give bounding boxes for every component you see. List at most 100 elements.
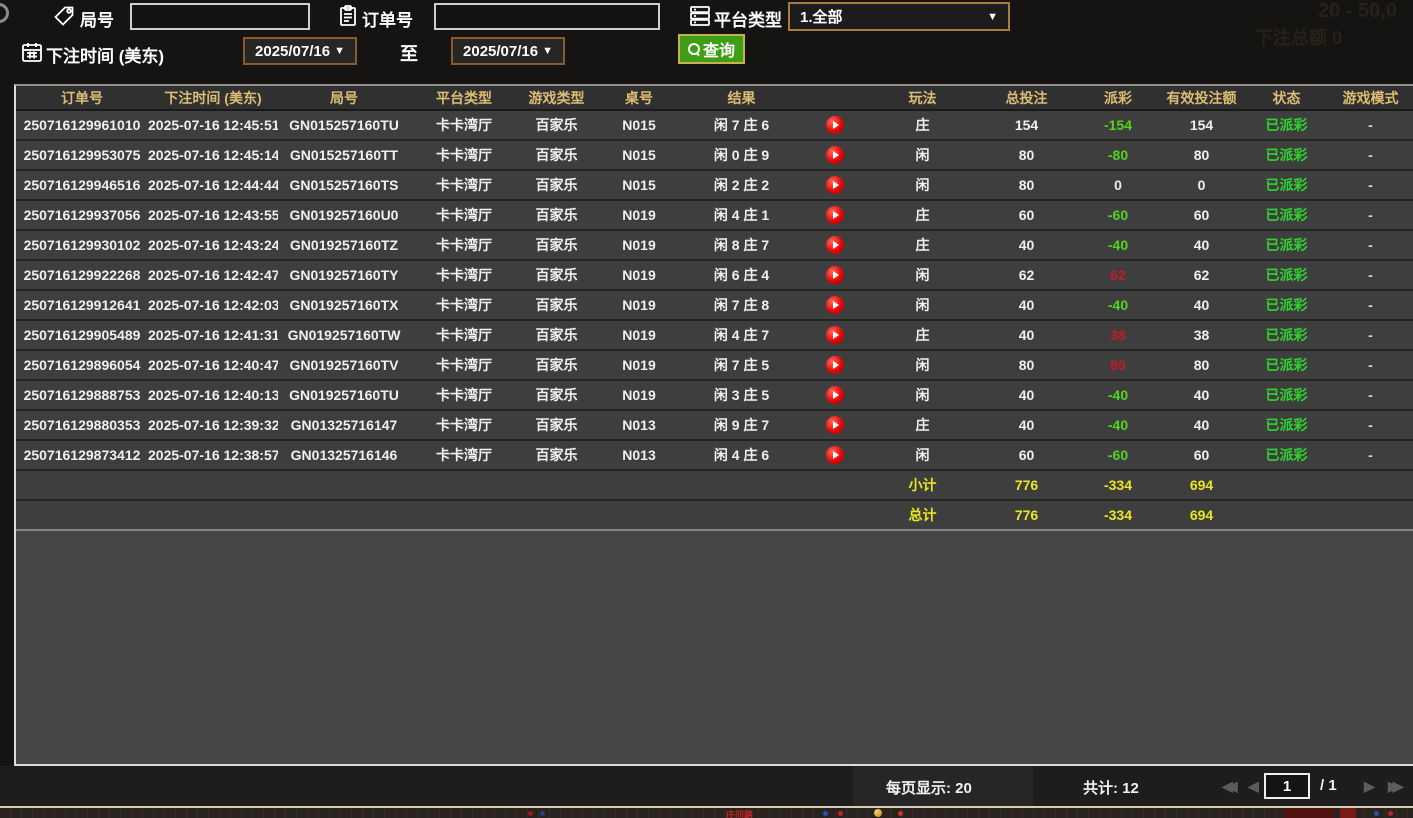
cell-status: 已派彩 [1245, 320, 1328, 351]
prev-page-button[interactable]: ◀ [1248, 778, 1259, 794]
cell-order: 250716129922268 [16, 260, 148, 291]
order-number-input[interactable] [434, 3, 660, 30]
cell-round: GN015257160TT [278, 140, 410, 171]
subtotal-total-bet: 776 [975, 470, 1078, 501]
cell-bet-time: 2025-07-16 12:45:51 [148, 110, 278, 141]
col-platform: 平台类型 [410, 86, 518, 111]
cell-valid-bet: 38 [1158, 320, 1245, 351]
replay-icon[interactable] [826, 356, 844, 375]
total-count-label: 共计: 12 [1083, 780, 1139, 797]
replay-icon[interactable] [826, 146, 844, 165]
col-result: 结果 [683, 86, 800, 111]
cell-result: 闲 2 庄 2 [683, 170, 800, 201]
first-page-button[interactable]: ◀◀ [1222, 778, 1237, 794]
cell-play-type: 庄 [870, 230, 975, 261]
last-page-button[interactable]: ▶▶ [1388, 778, 1403, 794]
col-payout: 派彩 [1078, 86, 1158, 111]
roadmap-dot [528, 811, 533, 816]
cell-payout: -80 [1078, 140, 1158, 171]
col-game-mode: 游戏模式 [1328, 86, 1413, 111]
cell-valid-bet: 60 [1158, 200, 1245, 231]
replay-icon[interactable] [826, 386, 844, 405]
cell-payout: 62 [1078, 260, 1158, 291]
cell-bet-time: 2025-07-16 12:40:13 [148, 380, 278, 411]
cell-status: 已派彩 [1245, 170, 1328, 201]
replay-icon[interactable] [826, 206, 844, 225]
round-number-input[interactable] [130, 3, 310, 30]
cell-platform: 卡卡湾厅 [410, 110, 518, 141]
search-icon [687, 43, 700, 55]
platform-type-select[interactable]: 1.全部 ▼ [788, 2, 1010, 31]
cell-bet-time: 2025-07-16 12:40:47 [148, 350, 278, 381]
date-from-picker[interactable]: 2025/07/16 ▼ [243, 37, 357, 65]
roadmap-dot [838, 811, 843, 816]
replay-icon[interactable] [826, 296, 844, 315]
cell-payout: -40 [1078, 230, 1158, 261]
cell-replay [800, 140, 870, 171]
replay-icon[interactable] [826, 416, 844, 435]
table-row: 250716129937056 2025-07-16 12:43:55 GN01… [16, 200, 1413, 231]
replay-icon[interactable] [826, 236, 844, 255]
cell-replay [800, 440, 870, 471]
cell-platform: 卡卡湾厅 [410, 440, 518, 471]
cell-order: 250716129946516 [16, 170, 148, 201]
cell-result: 闲 3 庄 5 [683, 380, 800, 411]
cell-result: 闲 8 庄 7 [683, 230, 800, 261]
cell-table-no: N013 [595, 410, 683, 441]
cell-bet-time: 2025-07-16 12:44:44 [148, 170, 278, 201]
cell-payout: -40 [1078, 290, 1158, 321]
background-ghost-text: 20 - 50,0 [1318, 0, 1397, 22]
col-order: 订单号 [16, 86, 148, 111]
cell-order: 250716129905489 [16, 320, 148, 351]
platform-type-label: 平台类型 [714, 11, 782, 30]
cell-game-mode: - [1328, 200, 1413, 231]
cell-round: GN015257160TU [278, 110, 410, 141]
round-number-label: 局号 [80, 11, 114, 30]
replay-icon[interactable] [826, 116, 844, 135]
replay-icon[interactable] [826, 446, 844, 465]
chevron-down-icon: ▼ [542, 45, 553, 57]
cell-replay [800, 380, 870, 411]
roadmap-dot [823, 811, 828, 816]
cell-play-type: 闲 [870, 290, 975, 321]
roadmap-dot [1388, 811, 1393, 816]
cell-bet-time: 2025-07-16 12:45:14 [148, 140, 278, 171]
cell-game-type: 百家乐 [518, 440, 595, 471]
cell-game-mode: - [1328, 440, 1413, 471]
page-input[interactable] [1264, 773, 1310, 799]
table-row: 250716129946516 2025-07-16 12:44:44 GN01… [16, 170, 1413, 201]
date-from-value: 2025/07/16 [255, 42, 331, 60]
col-table-no: 桌号 [595, 86, 683, 111]
tag-icon [52, 4, 76, 28]
cell-game-mode: - [1328, 110, 1413, 141]
cell-replay [800, 290, 870, 321]
cell-game-type: 百家乐 [518, 320, 595, 351]
next-page-button[interactable]: ▶ [1364, 778, 1375, 794]
cell-bet-time: 2025-07-16 12:42:03 [148, 290, 278, 321]
cell-replay [800, 110, 870, 141]
table-row: 250716129880353 2025-07-16 12:39:32 GN01… [16, 410, 1413, 441]
replay-icon[interactable] [826, 176, 844, 195]
cell-play-type: 庄 [870, 320, 975, 351]
cell-bet-time: 2025-07-16 12:39:32 [148, 410, 278, 441]
cell-bet-time: 2025-07-16 12:43:24 [148, 230, 278, 261]
cell-platform: 卡卡湾厅 [410, 410, 518, 441]
table-row: 250716129953075 2025-07-16 12:45:14 GN01… [16, 140, 1413, 171]
date-to-picker[interactable]: 2025/07/16 ▼ [451, 37, 565, 65]
query-button[interactable]: 查询 [678, 34, 745, 64]
cell-play-type: 闲 [870, 380, 975, 411]
cell-game-mode: - [1328, 260, 1413, 291]
cell-payout: 38 [1078, 320, 1158, 351]
cell-round: GN015257160TS [278, 170, 410, 201]
cell-game-type: 百家乐 [518, 140, 595, 171]
cell-platform: 卡卡湾厅 [410, 320, 518, 351]
replay-icon[interactable] [826, 266, 844, 285]
cell-status: 已派彩 [1245, 260, 1328, 291]
to-label: 至 [400, 44, 418, 64]
platform-list-icon [688, 4, 712, 28]
background-strip: 庄问路 [0, 808, 1413, 818]
replay-icon[interactable] [826, 326, 844, 345]
total-total-bet: 776 [975, 500, 1078, 531]
cell-valid-bet: 80 [1158, 350, 1245, 381]
cell-payout: -60 [1078, 200, 1158, 231]
